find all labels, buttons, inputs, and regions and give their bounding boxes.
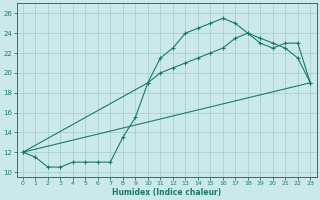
X-axis label: Humidex (Indice chaleur): Humidex (Indice chaleur) [112, 188, 221, 197]
